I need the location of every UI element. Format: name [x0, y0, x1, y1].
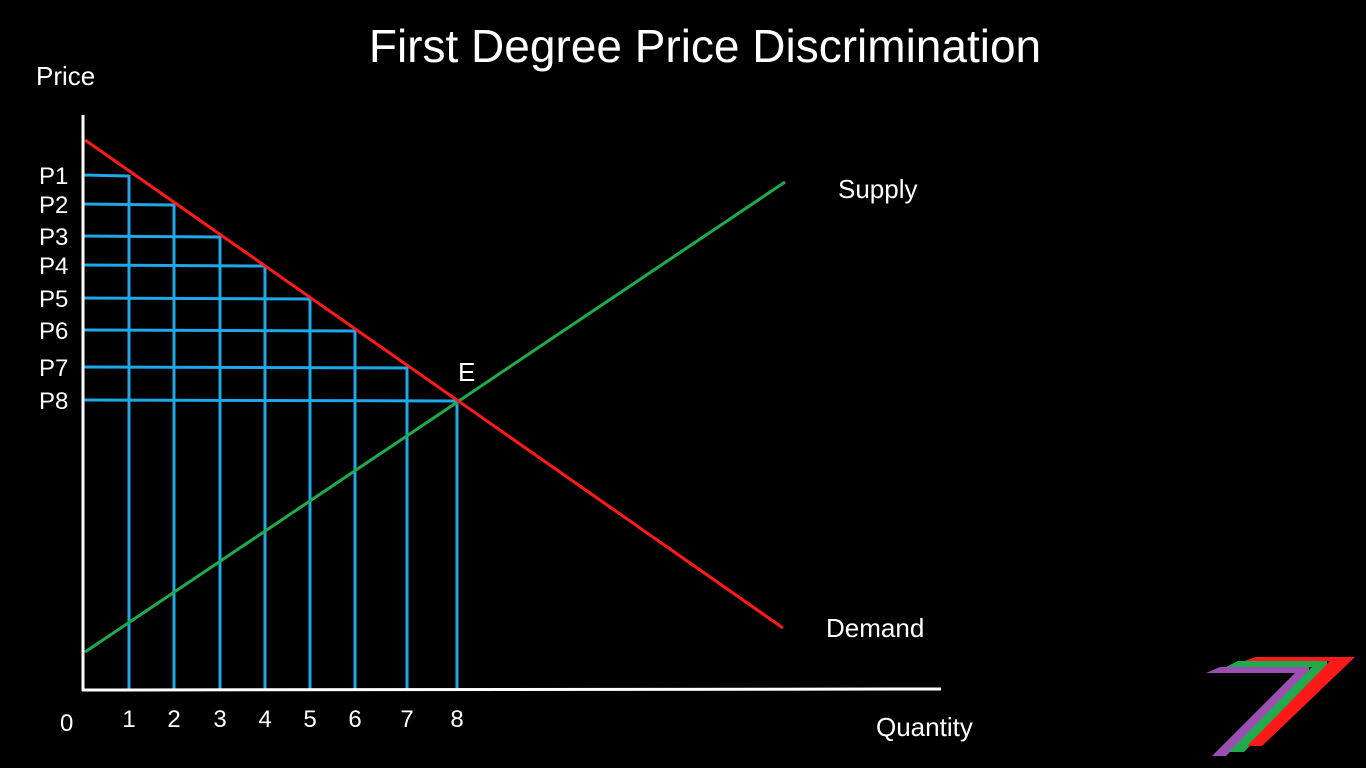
quantity-tick-1: 1	[122, 706, 135, 733]
origin-label: 0	[60, 710, 73, 737]
price-line-p1	[82, 173, 130, 178]
demand-curve	[84, 138, 784, 630]
quantity-tick-2: 2	[167, 706, 180, 733]
slide-title: First Degree Price Discrimination	[369, 20, 1041, 72]
demand-label: Demand	[826, 613, 924, 643]
price-line-p6	[82, 328, 356, 333]
y-axis-label: Price	[36, 61, 95, 91]
logo-purple-stripe	[1206, 667, 1309, 756]
quantity-tick-8: 8	[450, 706, 463, 733]
price-label-p7: P7	[39, 355, 68, 382]
price-step-lines	[82, 173, 459, 690]
price-line-p8	[82, 398, 458, 403]
price-label-p6: P6	[39, 318, 68, 345]
price-label-p8: P8	[39, 388, 68, 415]
quantity-tick-7: 7	[400, 706, 413, 733]
price-label-p2: P2	[39, 192, 68, 219]
price-label-p4: P4	[39, 253, 68, 280]
price-label-p3: P3	[39, 224, 68, 251]
x-axis	[81, 687, 942, 692]
price-label-p5: P5	[39, 286, 68, 313]
equilibrium-label: E	[458, 357, 475, 387]
quantity-tick-3: 3	[213, 706, 226, 733]
logo-green-stripe	[1226, 661, 1327, 752]
quantity-tick-5: 5	[303, 706, 316, 733]
supply-curve	[84, 180, 786, 654]
price-line-p2	[82, 202, 175, 207]
price-line-p4	[82, 263, 266, 268]
quantity-tick-4: 4	[258, 706, 271, 733]
price-line-p3	[82, 234, 221, 239]
x-axis-label: Quantity	[876, 712, 973, 742]
quantity-tick-6: 6	[348, 706, 361, 733]
price-line-p5	[82, 296, 311, 301]
price-label-p1: P1	[39, 163, 68, 190]
logo-red-stripe	[1244, 657, 1355, 746]
price-line-p7	[82, 365, 408, 370]
supply-label: Supply	[838, 174, 918, 204]
brand-7-logo	[1206, 657, 1355, 756]
quantity-tick-labels: 1 2 3 4 5 6 7 8	[122, 706, 463, 733]
